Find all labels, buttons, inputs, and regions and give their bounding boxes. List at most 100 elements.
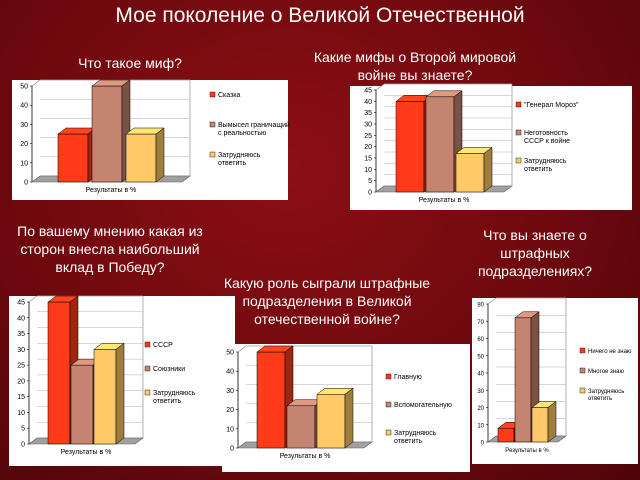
y-tick-label: 10 [477, 423, 484, 429]
bar-front [91, 85, 123, 183]
bar-side [115, 342, 125, 445]
x-axis-label: Результаты в % [61, 449, 112, 456]
y-tick-label: 40 [17, 315, 25, 322]
legend-label: Союзники [153, 366, 185, 373]
legend-swatch [209, 151, 216, 158]
bar-front [455, 153, 485, 193]
y-tick-label: 45 [17, 300, 25, 307]
x-axis-label: Результаты в % [505, 448, 549, 454]
bar [256, 345, 294, 449]
legend-label: Затрудняюсь ответить [524, 158, 567, 173]
y-tick-label: 30 [226, 388, 234, 395]
bar-front [57, 133, 89, 183]
y-tick-label: 0 [24, 180, 28, 187]
y-tick-label: 15 [17, 394, 25, 401]
slide-title: Мое поколение о Великой Отечественной [115, 4, 525, 27]
legend-label: Многое знаю [588, 369, 624, 375]
y-tick-label: 20 [477, 406, 484, 412]
legend-swatch [579, 387, 586, 394]
y-tick-label: 40 [364, 99, 372, 106]
bar [455, 146, 493, 193]
y-tick-label: 10 [364, 167, 372, 174]
y-tick-label: 5 [21, 426, 25, 433]
y-tick-label: 15 [364, 156, 372, 163]
y-tick-label: 30 [364, 122, 372, 129]
legend-swatch [515, 101, 522, 108]
y-tick-label: 35 [364, 110, 372, 117]
y-tick-label: 40 [477, 372, 484, 378]
legend-label: Затрудняюсь ответить [588, 389, 624, 402]
legend-label: "Генерал Мороз" [524, 102, 579, 109]
y-tick-label: 80 [477, 303, 484, 309]
y-tick-label: 50 [226, 350, 234, 357]
chart-5: 0 10 20 30 40 50 60 70 80 Результаты в % Ничего не… [472, 297, 638, 464]
legend-swatch [515, 129, 522, 136]
legend-label: Неготовность СССР к войне [524, 130, 570, 145]
y-tick-label: 10 [20, 160, 28, 167]
legend-swatch [144, 341, 151, 348]
y-tick-label: 10 [226, 426, 234, 433]
legend-label: Ничего не знаю [588, 349, 632, 355]
x-axis-label: Результаты в % [419, 197, 470, 204]
bar-front [531, 407, 549, 443]
bar-front [256, 351, 286, 449]
y-tick-label: 25 [17, 363, 25, 370]
legend-label: Вымысел граничащий с реальностью [218, 121, 290, 137]
y-tick-label: 20 [226, 407, 234, 414]
chart-4: 0 10 20 30 40 50 Результаты в % Главную Вспомога… [222, 344, 470, 472]
y-tick-label: 50 [477, 354, 484, 360]
y-tick-label: 0 [481, 441, 485, 447]
bar [93, 342, 125, 445]
bar-front [514, 317, 532, 443]
chart-2: 0 5 10 15 20 25 30 35 40 45 Результаты в % "Генерал… [350, 83, 632, 210]
x-axis-label: Результаты в % [280, 453, 331, 460]
question-3: По вашему мнению какая из сторон внесла … [17, 223, 203, 275]
y-tick-label: 50 [20, 84, 28, 91]
y-tick-label: 25 [364, 133, 372, 140]
chart-3-svg: 0 5 10 15 20 25 30 35 40 45 Результаты в % СССР Союз… [9, 295, 235, 466]
legend-label: Затрудняюсь ответить [153, 390, 196, 405]
y-tick-label: 10 [17, 410, 25, 417]
y-tick-label: 30 [477, 389, 484, 395]
legend-label: Затрудняюсь ответить [394, 430, 437, 445]
chart-4-svg: 0 10 20 30 40 50 Результаты в % Главную Вспомога… [222, 344, 470, 472]
legend-swatch [209, 91, 216, 98]
legend-label: СССР [153, 342, 173, 349]
question-2: Какие мифы о Второй мировой войне вы зна… [313, 49, 517, 83]
y-tick-label: 0 [368, 190, 372, 197]
bar-front [395, 101, 425, 193]
y-tick-label: 5 [368, 178, 372, 185]
legend-swatch [579, 347, 586, 354]
bar [531, 401, 557, 443]
bar [125, 127, 165, 183]
legend-label: Затрудняюсь ответить [218, 152, 261, 167]
bar-front [70, 364, 94, 445]
legend-label: Сказка [218, 92, 241, 99]
legend-swatch [515, 157, 522, 164]
bar-front [497, 427, 515, 443]
y-tick-label: 70 [477, 320, 484, 326]
chart-5-svg: 0 10 20 30 40 50 60 70 80 Результаты в % Ничего не… [472, 297, 638, 464]
bar-front [286, 405, 316, 449]
bar-side [155, 127, 165, 183]
bar-front [93, 349, 117, 445]
legend-label: Главную [394, 374, 422, 381]
y-tick-label: 30 [20, 122, 28, 129]
y-tick-label: 20 [20, 141, 28, 148]
bar-side [547, 401, 557, 443]
legend-swatch [385, 373, 392, 380]
y-tick-label: 40 [226, 369, 234, 376]
bar-side [344, 387, 354, 449]
x-axis-label: Результаты в % [86, 187, 137, 194]
legend-swatch [144, 365, 151, 372]
chart-2-svg: 0 5 10 15 20 25 30 35 40 45 Результаты в % "Генерал… [350, 83, 632, 210]
bar-front [316, 393, 346, 449]
legend-swatch [385, 401, 392, 408]
legend-swatch [209, 121, 216, 128]
legend-swatch [579, 367, 586, 374]
legend-label: Вспомогательную [394, 402, 452, 409]
bar [57, 127, 97, 183]
y-tick-label: 0 [230, 446, 234, 453]
question-4: Какую роль сыграли штрафные подразделени… [223, 275, 431, 327]
y-tick-label: 45 [364, 88, 372, 95]
